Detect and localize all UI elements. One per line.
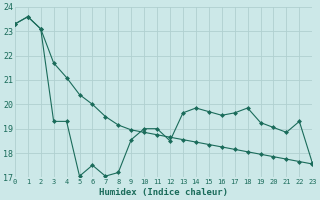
X-axis label: Humidex (Indice chaleur): Humidex (Indice chaleur) bbox=[99, 188, 228, 197]
